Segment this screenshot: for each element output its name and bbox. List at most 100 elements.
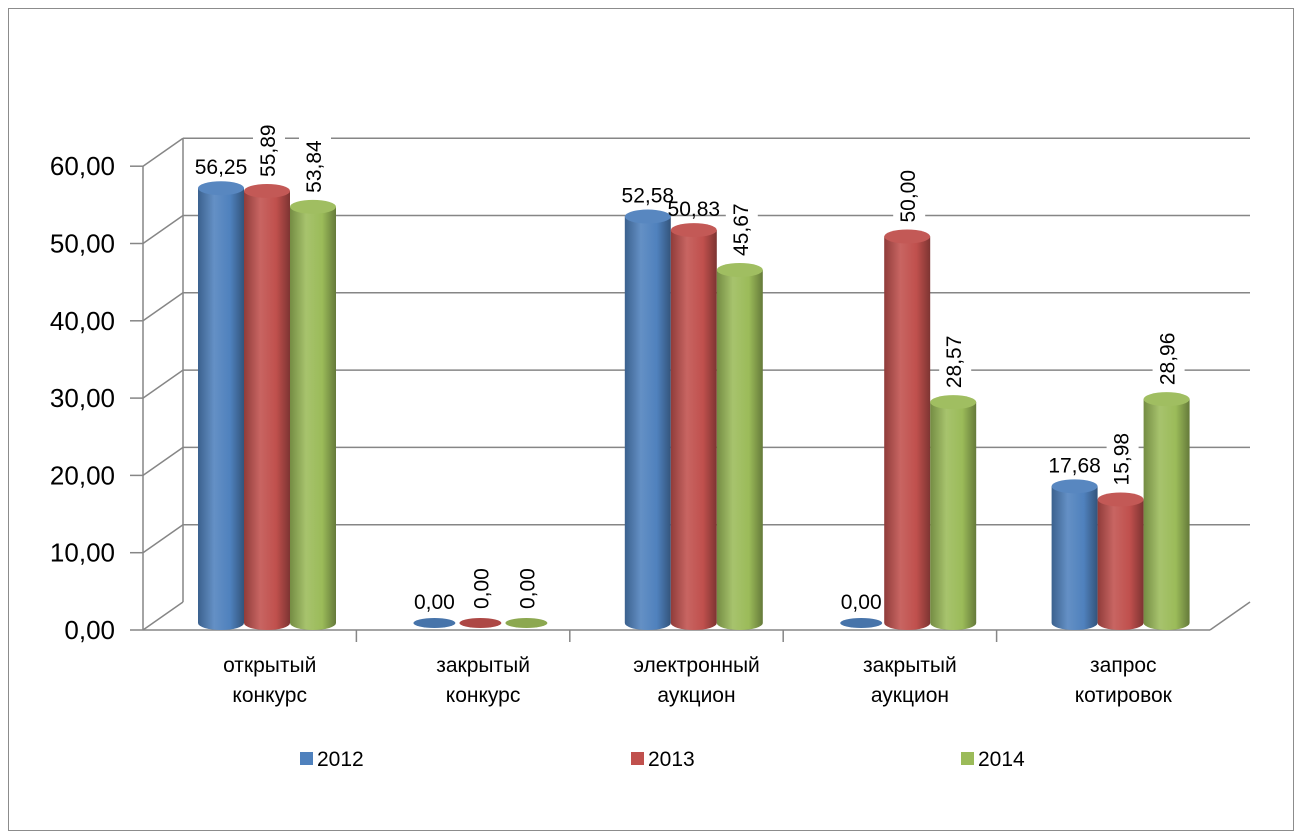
bar-top: [624, 209, 671, 224]
y-tick-label: 30,00: [50, 383, 115, 413]
x-tick-label: закрытый аукцион: [863, 654, 957, 707]
data-label: 28,57: [939, 319, 972, 389]
data-label: 17,68: [1048, 454, 1101, 477]
bar: [884, 229, 931, 631]
bar-body: [244, 190, 290, 630]
chart-axes: 0,00 10,00 20,00 30,00 40,00 50,00 60,00 открыт…: [50, 151, 1251, 707]
data-label: 0,00: [512, 553, 545, 609]
data-label-text: 50,83: [668, 198, 721, 221]
data-label: 56,25: [195, 156, 248, 179]
data-label-text: 55,89: [257, 124, 280, 177]
bar-top: [413, 618, 456, 628]
data-label-bg: [893, 154, 926, 223]
bar: [459, 618, 502, 628]
y-tick-label: 10,00: [50, 538, 115, 568]
bar: [1051, 479, 1098, 631]
data-label-text: 53,84: [303, 140, 326, 193]
data-label-text: 45,67: [730, 203, 753, 256]
bar: [413, 618, 456, 628]
legend-swatch: [961, 752, 974, 765]
bar: [505, 618, 548, 628]
x-tick-label: запрос котировок: [1075, 654, 1173, 707]
data-label-bg: [725, 187, 758, 256]
bar: [670, 223, 717, 631]
gridline-depth: [142, 137, 184, 167]
bar-top: [670, 223, 717, 238]
data-label: 28,96: [1152, 316, 1185, 386]
data-label: 45,67: [725, 187, 758, 256]
legend-item: 2013: [631, 748, 695, 771]
bar-top: [244, 183, 290, 198]
data-label: 53,84: [299, 124, 331, 193]
bar-body: [670, 230, 717, 631]
bar: [1097, 492, 1144, 631]
data-label-text: 17,68: [1048, 454, 1101, 477]
bar-body: [930, 402, 977, 631]
bar-body: [1097, 499, 1144, 631]
legend-label: 2014: [978, 748, 1025, 771]
legend-label: 2012: [317, 748, 364, 771]
bar: [1143, 392, 1190, 631]
bar: [930, 395, 977, 631]
gridline-depth: [142, 369, 184, 399]
gridline-depth: [142, 292, 184, 322]
legend-swatch: [300, 752, 313, 765]
legend-item: 2014: [961, 748, 1025, 771]
data-label-text: 0,00: [470, 568, 493, 609]
data-label: 50,83: [668, 198, 721, 221]
legend-item: 2012: [300, 748, 364, 771]
data-label-bg: [253, 108, 285, 177]
bar-top: [459, 618, 502, 628]
data-label: 15,98: [1106, 416, 1139, 486]
bar: [624, 209, 671, 631]
bar-top: [290, 199, 336, 214]
data-label: 0,00: [841, 591, 882, 614]
data-label-text: 28,96: [1157, 333, 1180, 386]
legend-label: 2013: [648, 748, 695, 771]
bar-top: [716, 262, 763, 277]
bar: [198, 181, 244, 630]
bar-top: [1097, 492, 1144, 507]
data-label-bg: [512, 553, 545, 609]
data-label-text: 56,25: [195, 156, 248, 179]
chart-data-labels: 56,25 0,00 52,58 0,00 17,68 55,89 0,00 50,83 50,…: [195, 108, 1185, 614]
chart-bars: [198, 181, 1190, 631]
chart-legend: 2012 2013 2014: [300, 748, 1025, 771]
data-label: 0,00: [466, 553, 499, 609]
bar-top: [840, 618, 883, 628]
gridline-depth: [142, 601, 184, 631]
data-label-text: 50,00: [897, 170, 920, 223]
y-tick-label: 40,00: [50, 306, 115, 336]
data-label-text: 15,98: [1111, 433, 1134, 486]
legend-swatch: [631, 752, 644, 765]
x-tick-label: открытый конкурс: [223, 654, 316, 707]
data-label: 50,00: [893, 154, 926, 223]
bar: [244, 183, 290, 630]
bar: [840, 618, 883, 628]
data-label: 0,00: [414, 591, 455, 614]
y-tick-label: 0,00: [64, 615, 115, 645]
bar-top: [930, 395, 977, 410]
data-label-bg: [939, 319, 972, 389]
data-label-bg: [299, 124, 331, 193]
bar-body: [716, 269, 763, 631]
bar-body: [198, 188, 244, 630]
data-label-text: 0,00: [516, 568, 539, 609]
bar-body: [1051, 486, 1098, 631]
bar-top: [1143, 392, 1190, 407]
data-label: 55,89: [253, 108, 285, 177]
bar-top: [1051, 479, 1098, 494]
bar: [290, 199, 336, 630]
data-label-bg: [1152, 316, 1185, 386]
data-label-text: 0,00: [414, 591, 455, 614]
data-label-bg: [1106, 416, 1139, 486]
y-tick-label: 50,00: [50, 229, 115, 259]
x-tick-label: электронный аукцион: [633, 654, 760, 707]
floor-edge: [1209, 601, 1251, 631]
y-tick-label: 20,00: [50, 460, 115, 490]
data-label: 52,58: [622, 185, 675, 208]
x-tick-label: закрытый конкурс: [436, 654, 530, 707]
bar-top: [505, 618, 548, 628]
data-label-text: 0,00: [841, 591, 882, 614]
